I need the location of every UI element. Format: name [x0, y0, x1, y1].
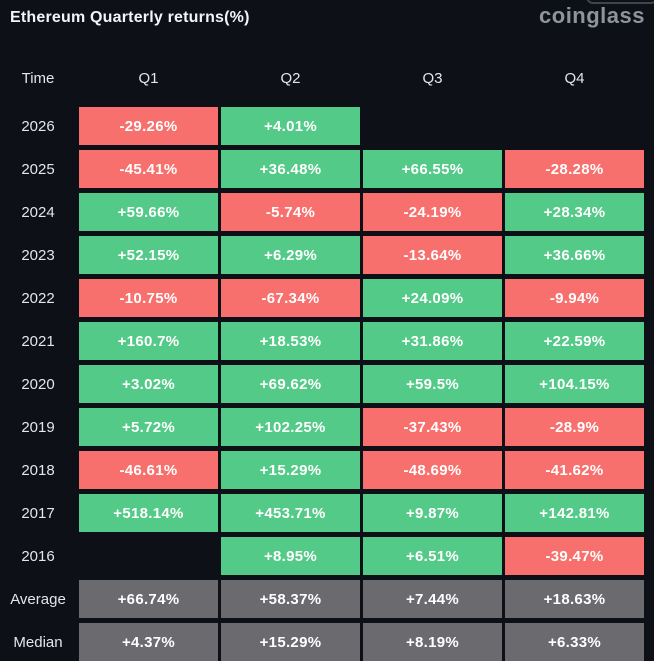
row-label-2018: 2018: [21, 461, 55, 479]
cell-2019-q2: +102.25%: [221, 408, 360, 446]
column-header-q2: Q2: [280, 69, 301, 87]
cell-average-q3: +7.44%: [363, 580, 502, 618]
cell-2016-q4: -39.47%: [505, 537, 644, 575]
row-label-2019: 2019: [21, 418, 55, 436]
cell-2025-q1: -45.41%: [79, 150, 218, 188]
row-label-2016: 2016: [21, 547, 55, 565]
cell-2021-q1: +160.7%: [79, 322, 218, 360]
row-label-2021: 2021: [21, 332, 55, 350]
cell-2024-q2: -5.74%: [221, 193, 360, 231]
cell-2026-q2: +4.01%: [221, 107, 360, 145]
cell-2024-q4: +28.34%: [505, 193, 644, 231]
cell-2023-q3: -13.64%: [363, 236, 502, 274]
coinglass-logo: coinglass: [539, 3, 645, 28]
quarterly-returns-table: Time Q1 Q2 Q3 Q4 2026 -29.26% +4.01% 202…: [0, 64, 646, 661]
cell-2018-q3: -48.69%: [363, 451, 502, 489]
cell-average-q2: +58.37%: [221, 580, 360, 618]
cell-2017-q3: +9.87%: [363, 494, 502, 532]
cell-2018-q4: -41.62%: [505, 451, 644, 489]
row-label-2017: 2017: [21, 504, 55, 522]
cell-average-q4: +18.63%: [505, 580, 644, 618]
row-label-2020: 2020: [21, 375, 55, 393]
cell-2023-q4: +36.66%: [505, 236, 644, 274]
row-label-2025: 2025: [21, 160, 55, 178]
cell-2017-q2: +453.71%: [221, 494, 360, 532]
page-title: Ethereum Quarterly returns(%): [10, 9, 250, 26]
cell-2019-q3: -37.43%: [363, 408, 502, 446]
cell-2018-q1: -46.61%: [79, 451, 218, 489]
column-header-q1: Q1: [138, 69, 159, 87]
row-label-2026: 2026: [21, 117, 55, 135]
cell-2020-q2: +69.62%: [221, 365, 360, 403]
corner-panel-fragment: [586, 0, 654, 4]
cell-2020-q3: +59.5%: [363, 365, 502, 403]
cell-2022-q2: -67.34%: [221, 279, 360, 317]
cell-median-q3: +8.19%: [363, 623, 502, 661]
cell-2020-q1: +3.02%: [79, 365, 218, 403]
row-label-median: Median: [13, 633, 63, 651]
column-header-time: Time: [21, 69, 55, 87]
column-header-q3: Q3: [422, 69, 443, 87]
title-bar: Ethereum Quarterly returns(%) coinglass: [0, 0, 654, 40]
row-label-2023: 2023: [21, 246, 55, 264]
cell-2019-q4: -28.9%: [505, 408, 644, 446]
cell-median-q2: +15.29%: [221, 623, 360, 661]
cell-2026-q4: [505, 107, 644, 145]
cell-2021-q4: +22.59%: [505, 322, 644, 360]
cell-2020-q4: +104.15%: [505, 365, 644, 403]
cell-median-q4: +6.33%: [505, 623, 644, 661]
cell-2019-q1: +5.72%: [79, 408, 218, 446]
cell-2017-q4: +142.81%: [505, 494, 644, 532]
row-label-2022: 2022: [21, 289, 55, 307]
cell-2022-q3: +24.09%: [363, 279, 502, 317]
cell-2026-q3: [363, 107, 502, 145]
cell-2025-q4: -28.28%: [505, 150, 644, 188]
cell-2021-q3: +31.86%: [363, 322, 502, 360]
cell-2024-q3: -24.19%: [363, 193, 502, 231]
cell-2024-q1: +59.66%: [79, 193, 218, 231]
cell-2016-q2: +8.95%: [221, 537, 360, 575]
cell-2022-q4: -9.94%: [505, 279, 644, 317]
row-label-average: Average: [10, 590, 66, 608]
cell-2016-q1: [79, 537, 218, 575]
cell-2026-q1: -29.26%: [79, 107, 218, 145]
cell-2022-q1: -10.75%: [79, 279, 218, 317]
cell-2017-q1: +518.14%: [79, 494, 218, 532]
cell-median-q1: +4.37%: [79, 623, 218, 661]
cell-2016-q3: +6.51%: [363, 537, 502, 575]
cell-2023-q2: +6.29%: [221, 236, 360, 274]
cell-average-q1: +66.74%: [79, 580, 218, 618]
cell-2025-q3: +66.55%: [363, 150, 502, 188]
cell-2025-q2: +36.48%: [221, 150, 360, 188]
cell-2023-q1: +52.15%: [79, 236, 218, 274]
row-label-2024: 2024: [21, 203, 55, 221]
cell-2021-q2: +18.53%: [221, 322, 360, 360]
column-header-q4: Q4: [564, 69, 585, 87]
cell-2018-q2: +15.29%: [221, 451, 360, 489]
